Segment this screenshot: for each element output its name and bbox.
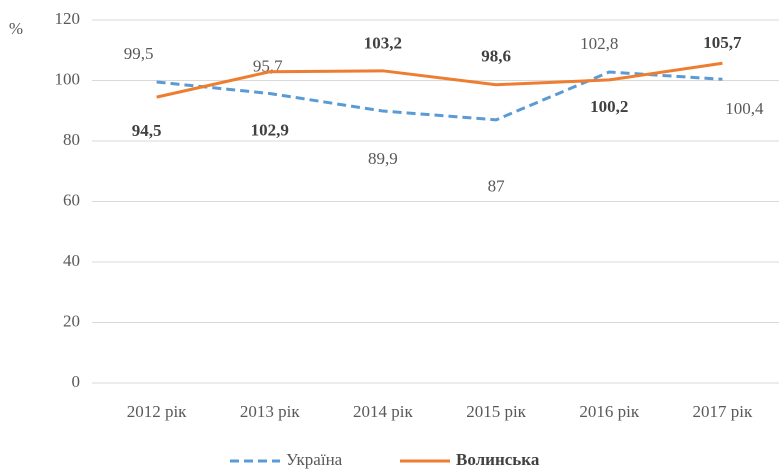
x-tick-label: 2013 рік bbox=[240, 402, 300, 421]
legend-label: Волинська bbox=[456, 450, 540, 469]
x-tick-label: 2017 рік bbox=[693, 402, 753, 421]
legend-label: Україна bbox=[286, 450, 343, 469]
data-label: 105,7 bbox=[703, 33, 742, 52]
series-line bbox=[156, 70, 723, 122]
x-tick-label: 2016 рік bbox=[579, 402, 639, 421]
y-tick-label: 20 bbox=[63, 311, 80, 330]
x-tick-label: 2014 рік bbox=[353, 402, 413, 421]
data-label: 102,9 bbox=[251, 121, 289, 140]
data-label: 87 bbox=[488, 177, 506, 196]
data-label: 103,2 bbox=[364, 34, 402, 53]
y-tick-label: 80 bbox=[63, 130, 80, 149]
data-label: 98,6 bbox=[481, 47, 511, 66]
data-label: 89,9 bbox=[368, 149, 398, 168]
y-axis-label: % bbox=[9, 19, 23, 38]
data-label: 100,2 bbox=[590, 97, 628, 116]
y-tick-label: 60 bbox=[63, 190, 80, 209]
y-tick-label: 120 bbox=[55, 9, 81, 28]
y-tick-label: 100 bbox=[55, 69, 81, 88]
data-label: 99,5 bbox=[124, 44, 154, 63]
series-line bbox=[156, 61, 723, 99]
data-label: 100,4 bbox=[725, 99, 764, 118]
data-label: 102,8 bbox=[580, 34, 618, 53]
x-tick-label: 2012 рік bbox=[127, 402, 187, 421]
data-label: 94,5 bbox=[132, 121, 162, 140]
y-tick-label: 0 bbox=[72, 372, 81, 391]
x-tick-label: 2015 рік bbox=[466, 402, 526, 421]
y-tick-label: 40 bbox=[63, 251, 80, 270]
